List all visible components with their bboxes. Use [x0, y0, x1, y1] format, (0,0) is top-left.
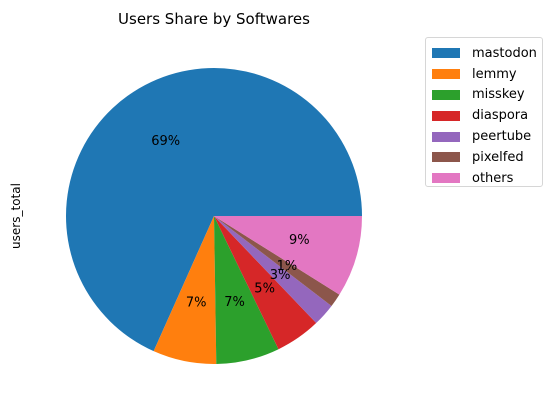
legend-label: misskey — [472, 87, 525, 103]
pie-slice-misskey — [214, 216, 279, 364]
legend-swatch — [432, 110, 460, 121]
legend-label: diaspora — [472, 108, 529, 124]
legend-item-misskey: misskey — [432, 85, 536, 106]
legend-label: pixelfed — [472, 149, 524, 165]
legend-swatch — [432, 69, 460, 80]
pie-slice-diaspora — [214, 216, 317, 350]
pie-label-others: 9% — [289, 233, 310, 248]
pie-label-pixelfed: 1% — [277, 259, 298, 274]
pie-slices — [66, 67, 363, 364]
pie-label-peertube: 3% — [270, 268, 291, 283]
legend-item-mastodon: mastodon — [432, 43, 537, 64]
legend-swatch — [432, 173, 460, 184]
pie-slice-peertube — [214, 216, 332, 324]
legend-item-lemmy: lemmy — [432, 64, 536, 85]
legend-item-peertube: peertube — [432, 126, 536, 147]
legend-item-pixelfed: pixelfed — [432, 147, 536, 168]
legend-label: others — [472, 170, 514, 186]
legend-swatch — [432, 48, 460, 59]
legend: mastodon lemmy misskey diaspora peertube pixe… — [425, 37, 543, 187]
pie-label-misskey: 7% — [224, 295, 245, 310]
pie-percent-labels: 69% 7% 7% 5%3%1% 9% — [151, 134, 309, 310]
legend-swatch — [432, 131, 460, 142]
pie-slice-mastodon — [66, 67, 363, 352]
legend-label: peertube — [472, 129, 532, 145]
chart-title: Users Share by Softwares — [118, 10, 310, 28]
legend-label: mastodon — [472, 45, 537, 61]
legend-swatch — [432, 89, 460, 100]
legend-item-others: others — [432, 168, 536, 189]
pie-slice-lemmy — [153, 216, 217, 364]
legend-label: lemmy — [472, 66, 517, 82]
pie-label-lemmy: 7% — [186, 295, 207, 310]
pie-label-mastodon: 69% — [151, 134, 180, 149]
y-axis-label: users_total — [9, 183, 23, 249]
legend-item-diaspora: diaspora — [432, 105, 536, 126]
pie-slice-others — [214, 216, 362, 295]
legend-swatch — [432, 152, 460, 163]
pie-label-diaspora: 5% — [254, 281, 275, 296]
pie-slice-pixelfed — [214, 216, 340, 306]
